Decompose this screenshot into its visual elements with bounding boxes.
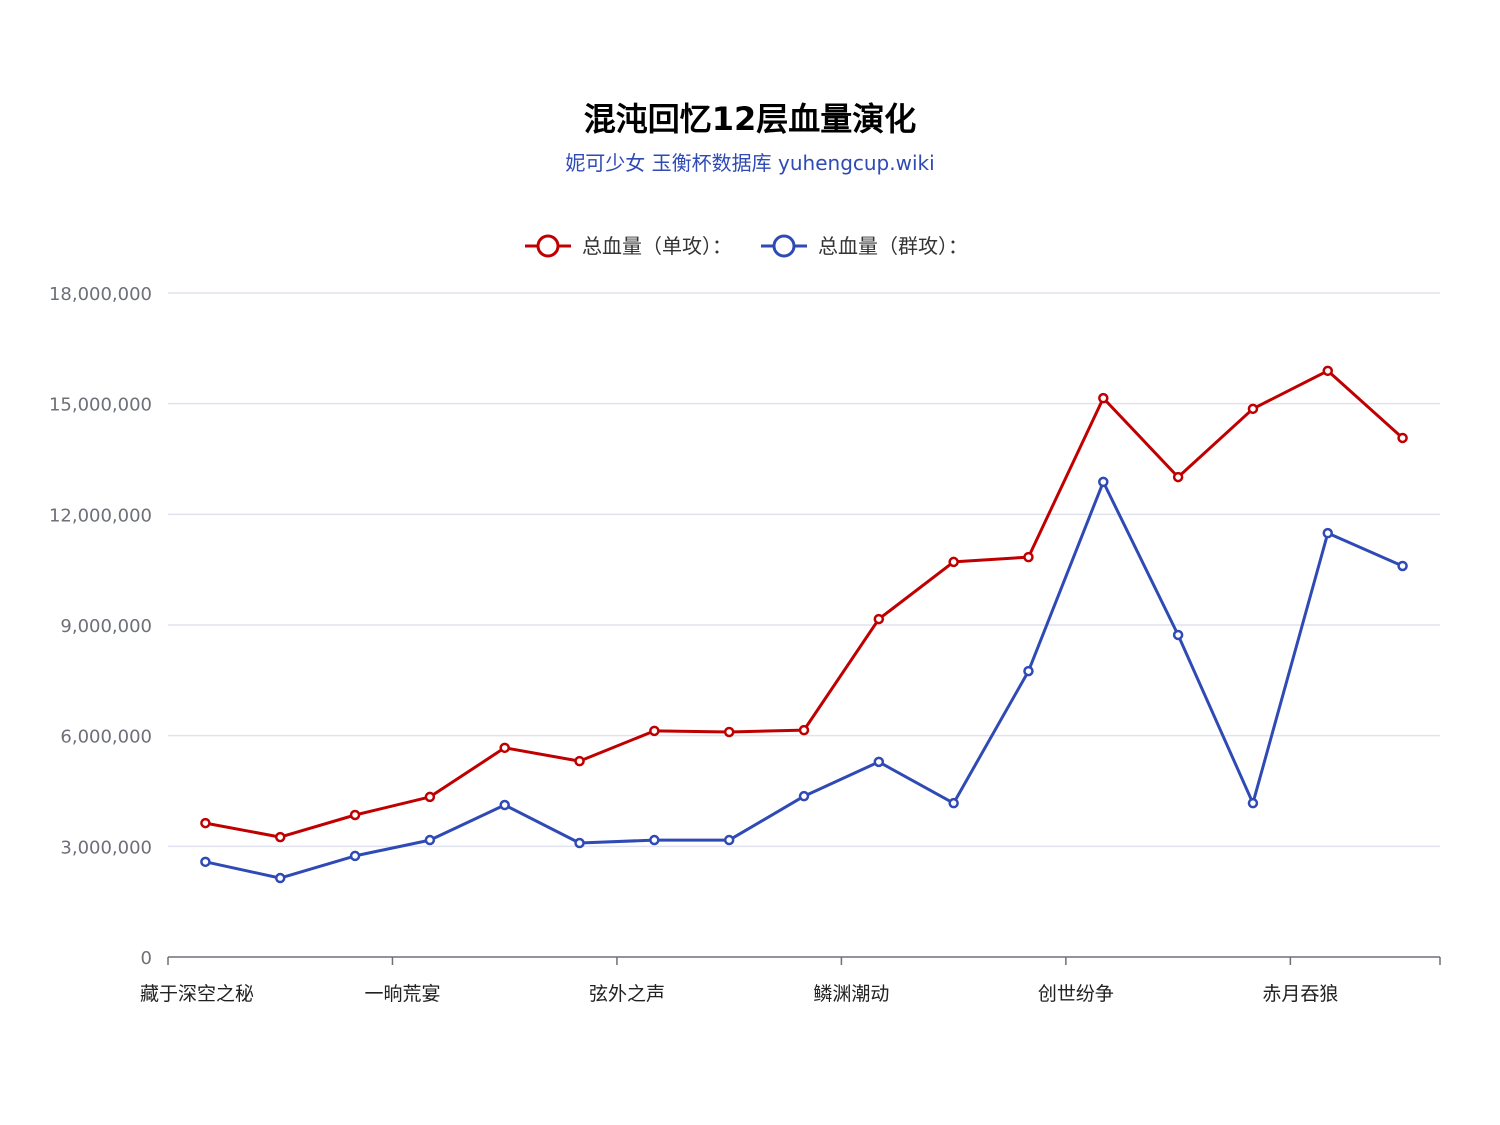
data-point[interactable] — [873, 613, 885, 625]
data-point[interactable] — [349, 809, 361, 821]
legend-label: 总血量（单攻）： — [582, 234, 732, 258]
data-point[interactable] — [1023, 551, 1034, 563]
data-point[interactable] — [1397, 560, 1408, 572]
series-aoe — [200, 476, 1408, 884]
data-point[interactable] — [200, 856, 211, 868]
y-tick-label: 3,000,000 — [60, 837, 152, 858]
x-tick-label: 鳞渊潮动 — [813, 983, 889, 1005]
data-point[interactable] — [499, 799, 510, 811]
data-point[interactable] — [948, 797, 959, 809]
data-point[interactable] — [424, 834, 436, 846]
data-point[interactable] — [873, 756, 885, 768]
y-tick-label: 12,000,000 — [49, 505, 152, 526]
data-point[interactable] — [1247, 403, 1259, 415]
data-point[interactable] — [1322, 365, 1334, 377]
data-point[interactable] — [948, 556, 959, 568]
y-tick-label: 6,000,000 — [60, 727, 152, 748]
data-point[interactable] — [1098, 476, 1109, 488]
legend-label: 总血量（群攻）： — [818, 234, 968, 258]
grid-lines — [168, 292, 1440, 848]
data-point[interactable] — [349, 850, 361, 862]
data-point[interactable] — [1172, 629, 1184, 641]
x-tick-label: 创世纷争 — [1038, 983, 1114, 1005]
series-lines — [200, 365, 1408, 884]
data-point[interactable] — [499, 742, 510, 754]
data-point[interactable] — [200, 817, 211, 829]
x-tick-label: 一晌荒宴 — [364, 982, 440, 1005]
legend-marker-icon — [536, 234, 560, 258]
data-point[interactable] — [723, 726, 735, 738]
data-point[interactable] — [649, 834, 660, 846]
data-point[interactable] — [1172, 471, 1184, 483]
data-point[interactable] — [1247, 797, 1259, 809]
legend-item-aoe[interactable]: 总血量（群攻）： — [761, 234, 968, 258]
data-point[interactable] — [1397, 432, 1408, 444]
y-tick-label: 18,000,000 — [49, 284, 152, 305]
y-tick-label: 0 — [141, 948, 152, 969]
data-point[interactable] — [1322, 527, 1334, 539]
data-point[interactable] — [424, 791, 436, 803]
chart-subtitle: 妮可少女 玉衡杯数据库 yuhengcup.wiki — [565, 151, 935, 175]
legend-item-single-target[interactable]: 总血量（单攻）： — [525, 234, 732, 258]
x-tick-label: 赤月吞狼 — [1262, 983, 1338, 1005]
data-point[interactable] — [274, 831, 286, 843]
series-line — [205, 369, 1404, 839]
y-tick-label: 15,000,000 — [49, 395, 152, 416]
y-tick-label: 9,000,000 — [60, 616, 152, 637]
data-point[interactable] — [574, 755, 585, 767]
y-axis: 0 3,000,000 6,000,000 9,000,000 12,000,000 15… — [49, 284, 152, 969]
chart-title: 混沌回忆12层血量演化 — [583, 100, 917, 138]
data-point[interactable] — [574, 837, 585, 849]
data-point[interactable] — [649, 725, 660, 737]
legend-marker-icon — [772, 234, 796, 258]
data-point[interactable] — [274, 872, 286, 884]
series-line — [205, 480, 1404, 880]
data-point[interactable] — [1023, 665, 1034, 677]
data-point[interactable] — [798, 724, 810, 736]
data-point[interactable] — [723, 834, 735, 846]
data-point[interactable] — [798, 790, 810, 802]
x-axis: 藏于深空之秘 一晌荒宴 弦外之声 鳞渊潮动 创世纷争 赤月吞狼 — [140, 956, 1441, 1005]
data-point[interactable] — [1098, 392, 1109, 404]
series-single-target — [200, 365, 1408, 843]
x-tick-label: 弦外之声 — [589, 983, 665, 1005]
legend: 总血量（单攻）： 总血量（群攻）： — [525, 234, 968, 258]
x-tick-label: 藏于深空之秘 — [140, 983, 254, 1005]
